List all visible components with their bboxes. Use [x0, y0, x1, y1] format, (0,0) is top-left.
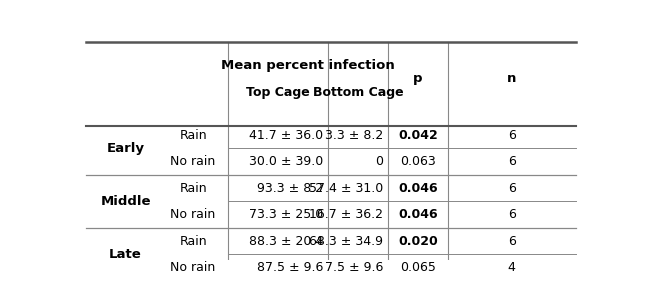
- Text: 6: 6: [508, 182, 516, 195]
- Text: 0.020: 0.020: [398, 235, 438, 248]
- Text: 3.3 ± 8.2: 3.3 ± 8.2: [325, 128, 383, 142]
- Text: Mean percent infection: Mean percent infection: [221, 59, 395, 72]
- Text: No rain: No rain: [170, 261, 215, 274]
- Text: 93.3 ± 8.2: 93.3 ± 8.2: [257, 182, 323, 195]
- Text: Late: Late: [109, 248, 142, 261]
- Text: 0.046: 0.046: [398, 182, 438, 195]
- Text: 87.5 ± 9.6: 87.5 ± 9.6: [257, 261, 323, 274]
- Text: Early: Early: [106, 142, 144, 155]
- Text: p: p: [413, 72, 422, 85]
- Text: 6: 6: [508, 235, 516, 248]
- Text: 73.3 ± 25.0: 73.3 ± 25.0: [249, 208, 323, 221]
- Text: 0.046: 0.046: [398, 208, 438, 221]
- Text: 68.3 ± 34.9: 68.3 ± 34.9: [309, 235, 383, 248]
- Text: Bottom Cage: Bottom Cage: [313, 86, 403, 99]
- Text: Middle: Middle: [101, 195, 151, 208]
- Text: Rain: Rain: [179, 128, 207, 142]
- Text: 57.4 ± 31.0: 57.4 ± 31.0: [309, 182, 383, 195]
- Text: 0.065: 0.065: [400, 261, 436, 274]
- Text: Rain: Rain: [179, 235, 207, 248]
- Text: 4: 4: [508, 261, 516, 274]
- Text: No rain: No rain: [170, 208, 215, 221]
- Text: 0: 0: [375, 155, 383, 168]
- Text: 16.7 ± 36.2: 16.7 ± 36.2: [309, 208, 383, 221]
- Text: 6: 6: [508, 155, 516, 168]
- Text: No rain: No rain: [170, 155, 215, 168]
- Text: Rain: Rain: [179, 182, 207, 195]
- Text: Top Cage: Top Cage: [246, 86, 310, 99]
- Text: 30.0 ± 39.0: 30.0 ± 39.0: [249, 155, 323, 168]
- Text: 0.063: 0.063: [400, 155, 436, 168]
- Text: 6: 6: [508, 128, 516, 142]
- Text: 6: 6: [508, 208, 516, 221]
- Text: 41.7 ± 36.0: 41.7 ± 36.0: [249, 128, 323, 142]
- Text: 88.3 ± 20.4: 88.3 ± 20.4: [249, 235, 323, 248]
- Text: n: n: [507, 72, 517, 85]
- Text: 7.5 ± 9.6: 7.5 ± 9.6: [324, 261, 383, 274]
- Text: 0.042: 0.042: [398, 128, 438, 142]
